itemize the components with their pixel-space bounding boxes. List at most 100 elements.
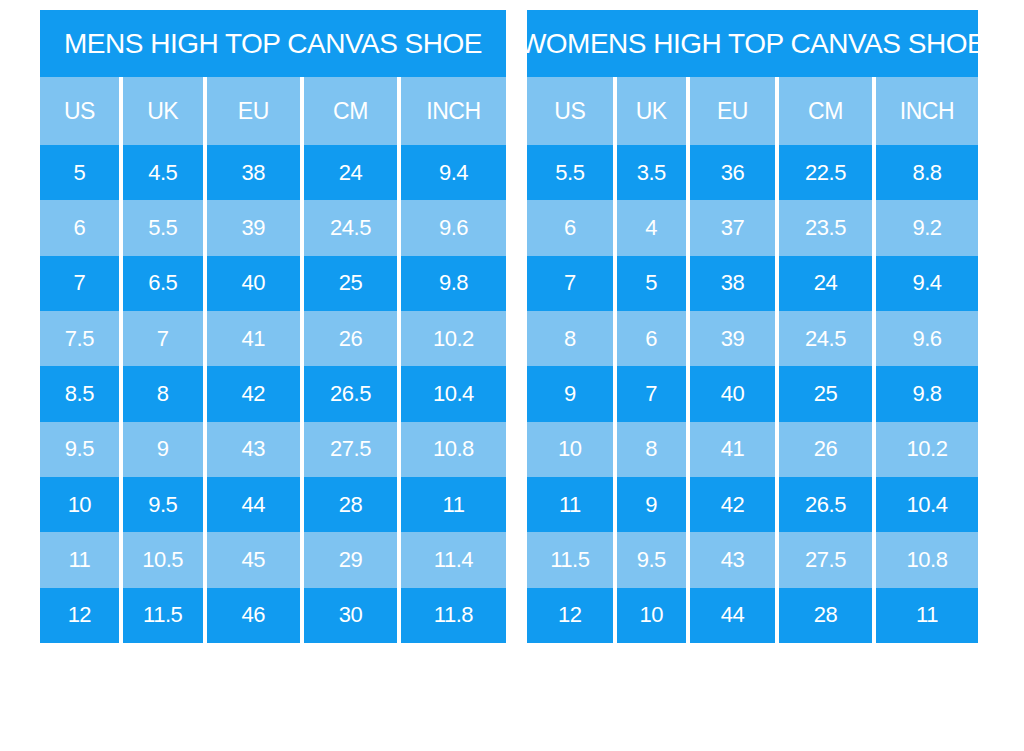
table-cell: 9.5 [119,477,203,532]
table-row: 7.57412610.2 [40,311,506,366]
table-cell: 46 [203,588,300,643]
table-cell: 11 [527,477,613,532]
table-cell: 40 [686,366,775,421]
table-cell: 12 [527,588,613,643]
table-row: 108412610.2 [527,422,978,477]
table-cell: 8.5 [40,366,119,421]
table-cell: 8 [119,366,203,421]
table-cell: 37 [686,200,775,255]
table-cell: 9.8 [397,256,506,311]
table-cell: 45 [203,532,300,587]
column-header-eu: EU [203,77,300,145]
table-cell: 3.5 [613,145,686,200]
table-row: 643723.59.2 [527,200,978,255]
table-cell: 10.5 [119,532,203,587]
table-row: 11.59.54327.510.8 [527,532,978,587]
table-cell: 10.2 [397,311,506,366]
table-cell: 10.4 [397,366,506,421]
table-cell: 10.4 [872,477,978,532]
table-cell: 28 [300,477,397,532]
table-row: 8.584226.510.4 [40,366,506,421]
table-cell: 40 [203,256,300,311]
table-cell: 26 [300,311,397,366]
table-cell: 11.5 [119,588,203,643]
column-header-us: US [527,77,613,145]
table-cell: 11.8 [397,588,506,643]
table-cell: 10.8 [872,532,978,587]
table-cell: 43 [203,422,300,477]
table-cell: 41 [203,311,300,366]
table-cell: 11 [872,588,978,643]
table-cell: 26 [775,422,872,477]
column-header-row: USUKEUCMINCH [527,77,978,145]
table-row: 863924.59.6 [527,311,978,366]
table-cell: 7 [40,256,119,311]
table-cell: 7.5 [40,311,119,366]
table-cell: 41 [686,422,775,477]
table-cell: 43 [686,532,775,587]
table-row: 54.538249.4 [40,145,506,200]
table-cell: 9.6 [397,200,506,255]
table-cell: 10 [40,477,119,532]
table-cell: 6 [613,311,686,366]
size-chart-canvas: MENS HIGH TOP CANVAS SHOEUSUKEUCMINCH54.… [0,0,1024,751]
table-cell: 5 [40,145,119,200]
table-cell: 11.4 [397,532,506,587]
table-cell: 26.5 [775,477,872,532]
table-cell: 11 [40,532,119,587]
table-cell: 5.5 [527,145,613,200]
table-cell: 9 [527,366,613,421]
table-cell: 27.5 [300,422,397,477]
table-cell: 9.5 [40,422,119,477]
table-cell: 7 [527,256,613,311]
table-cell: 39 [686,311,775,366]
table-cell: 10.8 [397,422,506,477]
table-cell: 44 [686,588,775,643]
table-cell: 26.5 [300,366,397,421]
table-cell: 6 [40,200,119,255]
table-cell: 9.8 [872,366,978,421]
table-cell: 39 [203,200,300,255]
column-header-row: USUKEUCMINCH [40,77,506,145]
table-cell: 4 [613,200,686,255]
table-row: 1211.5463011.8 [40,588,506,643]
table-cell: 10 [613,588,686,643]
table-cell: 11 [397,477,506,532]
table-cell: 36 [686,145,775,200]
table-cell: 27.5 [775,532,872,587]
column-header-inch: INCH [397,77,506,145]
table-cell: 10 [527,422,613,477]
table-cell: 7 [119,311,203,366]
table-cell: 24 [300,145,397,200]
column-header-us: US [40,77,119,145]
table-row: 5.53.53622.58.8 [527,145,978,200]
table-cell: 23.5 [775,200,872,255]
column-header-cm: CM [775,77,872,145]
column-header-eu: EU [686,77,775,145]
table-cell: 24 [775,256,872,311]
table-cell: 29 [300,532,397,587]
table-cell: 6.5 [119,256,203,311]
table-cell: 8.8 [872,145,978,200]
mens-size-table: MENS HIGH TOP CANVAS SHOEUSUKEUCMINCH54.… [40,10,506,643]
table-cell: 8 [613,422,686,477]
table-cell: 25 [775,366,872,421]
table-row: 76.540259.8 [40,256,506,311]
table-cell: 22.5 [775,145,872,200]
table-cell: 38 [203,145,300,200]
table-cell: 4.5 [119,145,203,200]
table-cell: 9.4 [397,145,506,200]
table-cell: 10.2 [872,422,978,477]
table-cell: 24.5 [300,200,397,255]
table-cell: 7 [613,366,686,421]
column-header-inch: INCH [872,77,978,145]
table-cell: 42 [203,366,300,421]
table-cell: 9 [613,477,686,532]
column-header-uk: UK [613,77,686,145]
table-cell: 11.5 [527,532,613,587]
table-cell: 9 [119,422,203,477]
table-row: 9.594327.510.8 [40,422,506,477]
womens-size-table: WOMENS HIGH TOP CANVAS SHOEUSUKEUCMINCH5… [527,10,978,643]
table-cell: 25 [300,256,397,311]
table-cell: 9.2 [872,200,978,255]
